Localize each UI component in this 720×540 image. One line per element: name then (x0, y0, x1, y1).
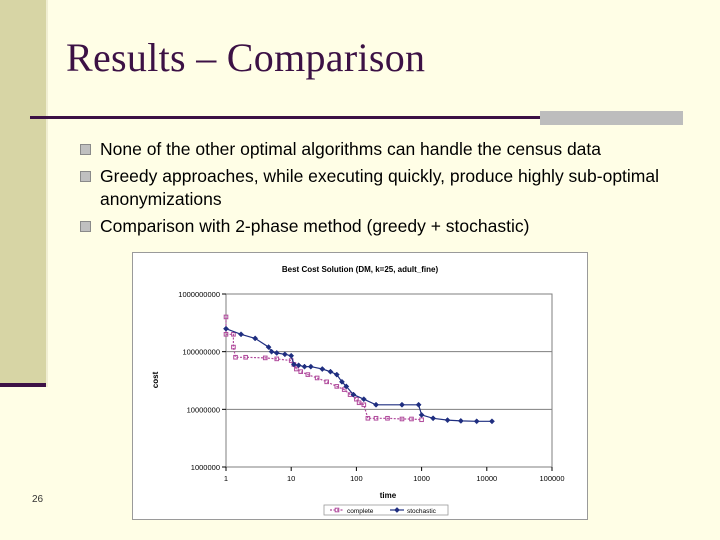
data-point-complete (298, 369, 304, 374)
data-point-complete (223, 314, 229, 320)
legend-box (323, 504, 449, 516)
bullet-text: None of the other optimal algorithms can… (100, 139, 602, 159)
data-point-stochastic (273, 349, 280, 356)
data-point-stochastic (418, 411, 425, 418)
data-point-complete (409, 416, 414, 422)
data-point-complete (233, 354, 238, 360)
sidebar-rule (0, 383, 46, 387)
data-point-stochastic (281, 351, 288, 358)
data-point-complete (294, 366, 299, 372)
data-point-stochastic (290, 361, 297, 368)
cost-chart: Best Cost Solution (DM, k=25, adult_fine… (132, 252, 588, 520)
chart-legend: complete stochastic (323, 504, 449, 516)
data-point-stochastic (415, 401, 422, 408)
y-tick-label: 1000000 (191, 463, 220, 472)
bullet-item: Comparison with 2-phase method (greedy +… (78, 215, 688, 238)
title-underline-accent (540, 111, 683, 125)
data-point-stochastic (238, 331, 244, 338)
data-point-complete (356, 400, 362, 406)
legend-marker-stochastic (394, 507, 400, 513)
data-point-stochastic (457, 417, 464, 424)
data-point-complete (419, 417, 424, 423)
data-point-stochastic (399, 401, 405, 408)
chart-title: Best Cost Solution (DM, k=25, adult_fine… (282, 265, 439, 274)
data-point-stochastic (360, 396, 367, 403)
bullet-item: Greedy approaches, while executing quick… (78, 165, 688, 211)
data-point-stochastic (252, 335, 259, 342)
data-point-complete (399, 416, 405, 422)
data-point-complete (243, 354, 248, 360)
legend-label-stochastic: stochastic (407, 508, 437, 515)
data-point-stochastic (338, 378, 345, 385)
data-point-stochastic (430, 415, 437, 422)
data-point-complete (231, 344, 236, 350)
x-axis-label: time (380, 491, 397, 500)
sidebar-divider (46, 0, 48, 387)
data-point-complete (274, 356, 280, 362)
data-point-stochastic (327, 368, 334, 375)
data-point-complete (365, 415, 371, 421)
bullet-item: None of the other optimal algorithms can… (78, 138, 688, 161)
bullet-text: Greedy approaches, while executing quick… (100, 166, 660, 209)
data-point-stochastic (288, 352, 295, 359)
square-bullet-icon (80, 144, 91, 155)
x-tick-label: 10 (287, 474, 295, 483)
bullet-text: Comparison with 2-phase method (greedy +… (100, 216, 530, 236)
slide-number: 26 (32, 494, 44, 505)
data-point-complete (223, 332, 229, 337)
data-point-complete (334, 384, 340, 389)
data-point-stochastic (265, 344, 272, 351)
data-point-stochastic (307, 363, 314, 370)
data-point-complete (361, 402, 367, 408)
x-tick-label: 1 (224, 474, 228, 483)
plot-area: 1000000000 100000000 10000000 1000000 1 10 100… (178, 290, 564, 483)
data-point-stochastic (444, 417, 451, 424)
data-point-complete (341, 387, 347, 392)
data-point-stochastic (223, 325, 229, 332)
data-point-stochastic (333, 371, 340, 378)
data-point-stochastic (319, 366, 326, 372)
x-tick-label: 100000 (539, 474, 564, 483)
data-point-stochastic (473, 418, 480, 425)
data-point-stochastic (350, 391, 357, 398)
slide-title: Results – Comparison (66, 35, 426, 80)
data-point-stochastic (343, 383, 350, 390)
legend-marker-complete (334, 507, 340, 513)
x-tick-label: 100 (350, 474, 363, 483)
data-point-complete (324, 379, 329, 385)
series-line-stochastic (225, 328, 492, 422)
data-point-complete (354, 396, 359, 402)
y-tick-label: 100000000 (182, 348, 220, 357)
data-point-complete (231, 332, 236, 337)
title-underline (30, 116, 540, 119)
x-tick-label: 10000 (476, 474, 497, 483)
data-point-stochastic (373, 401, 379, 408)
sidebar-band (0, 0, 46, 383)
data-point-complete (305, 372, 311, 377)
data-point-stochastic (268, 348, 275, 355)
square-bullet-icon (80, 221, 91, 232)
x-tick-label: 1000 (413, 474, 430, 483)
chart-panel: Best Cost Solution (DM, k=25, adult_fine… (132, 252, 588, 520)
data-point-complete (314, 375, 320, 381)
y-axis-label: cost (151, 371, 160, 388)
data-point-complete (373, 415, 379, 421)
legend-label-complete: complete (347, 508, 374, 515)
square-bullet-icon (80, 171, 91, 182)
data-point-stochastic (301, 363, 308, 370)
data-point-stochastic (295, 362, 302, 369)
bullet-list: None of the other optimal algorithms can… (78, 138, 688, 242)
y-tick-label: 10000000 (187, 405, 220, 414)
plot-frame (225, 293, 553, 468)
data-point-complete (262, 355, 268, 361)
series-line-complete (225, 316, 422, 421)
data-point-complete (385, 415, 390, 421)
data-point-stochastic (489, 418, 495, 425)
y-tick-label: 1000000000 (178, 290, 220, 299)
